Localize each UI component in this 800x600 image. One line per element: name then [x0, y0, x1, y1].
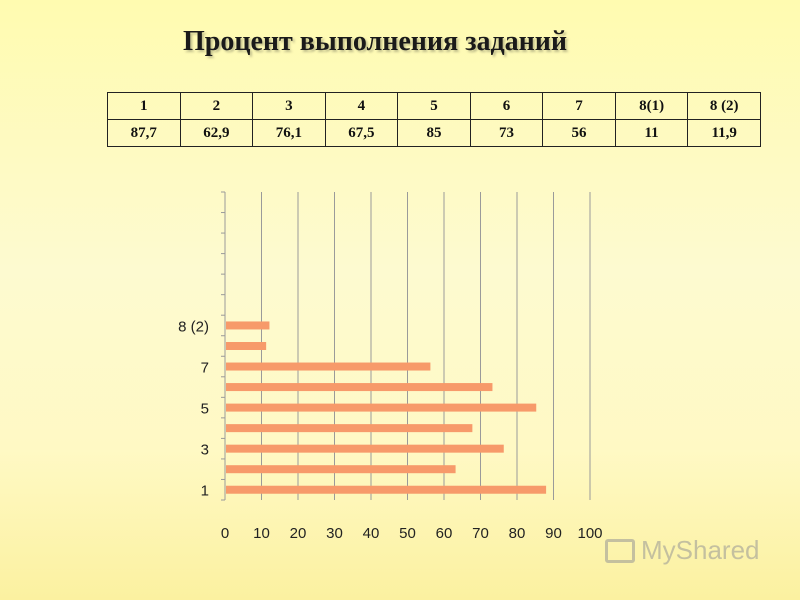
table-header-cell: 7 — [542, 92, 616, 120]
table-header-row: 1 2 3 4 5 6 7 8(1) 8 (2) — [107, 92, 761, 120]
x-tick-label: 50 — [399, 525, 416, 542]
y-tick-label: 5 — [201, 401, 209, 418]
bar-1 — [226, 485, 547, 494]
x-tick-label: 20 — [290, 525, 307, 542]
table-value-cell: 11,9 — [687, 119, 761, 147]
table-value-cell: 73 — [469, 119, 544, 147]
x-tick-label: 40 — [363, 525, 380, 542]
chart-title: Процент выполнения заданий — [182, 26, 568, 57]
y-tick-label: 3 — [201, 442, 209, 459]
x-tick-label: 80 — [509, 525, 526, 542]
bar-7 — [226, 362, 431, 371]
bar-2 — [226, 465, 456, 474]
table-header-cell: 6 — [469, 92, 544, 120]
watermark: MyShared — [605, 535, 760, 566]
table-header-cell: 8 (2) — [687, 92, 761, 120]
bar-82 — [226, 321, 270, 330]
x-tick-label: 60 — [436, 525, 453, 542]
table-header-cell: 1 — [107, 92, 181, 120]
y-tick-label: 1 — [201, 483, 209, 500]
bar-81 — [226, 342, 267, 350]
y-tick-label: 7 — [201, 360, 209, 377]
x-tick-label: 10 — [253, 525, 270, 542]
watermark-text: MyShared — [641, 535, 760, 565]
table-header-cell: 5 — [397, 92, 471, 120]
table-value-cell: 85 — [397, 119, 471, 147]
bar-6 — [226, 383, 493, 392]
data-table: 1 2 3 4 5 6 7 8(1) 8 (2) 87,7 62,9 76,1 … — [107, 92, 761, 147]
table-value-cell: 67,5 — [324, 119, 399, 147]
y-tick-label: 8 (2) — [178, 318, 209, 335]
table-value-cell: 62,9 — [179, 119, 254, 147]
table-value-cell: 11 — [614, 119, 689, 147]
table-header-cell: 8(1) — [614, 92, 689, 120]
bar-4 — [226, 424, 473, 433]
table-value-cell: 87,7 — [107, 119, 181, 147]
x-tick-label: 70 — [472, 525, 489, 542]
bar-5 — [226, 403, 537, 412]
bar-3 — [226, 444, 504, 453]
x-tick-label: 90 — [545, 525, 562, 542]
x-tick-label: 30 — [326, 525, 343, 542]
x-tick-label: 100 — [577, 525, 602, 542]
x-tick-label: 0 — [221, 525, 229, 542]
projector-icon — [605, 538, 635, 563]
table-value-row: 87,7 62,9 76,1 67,5 85 73 56 11 11,9 — [107, 119, 761, 147]
